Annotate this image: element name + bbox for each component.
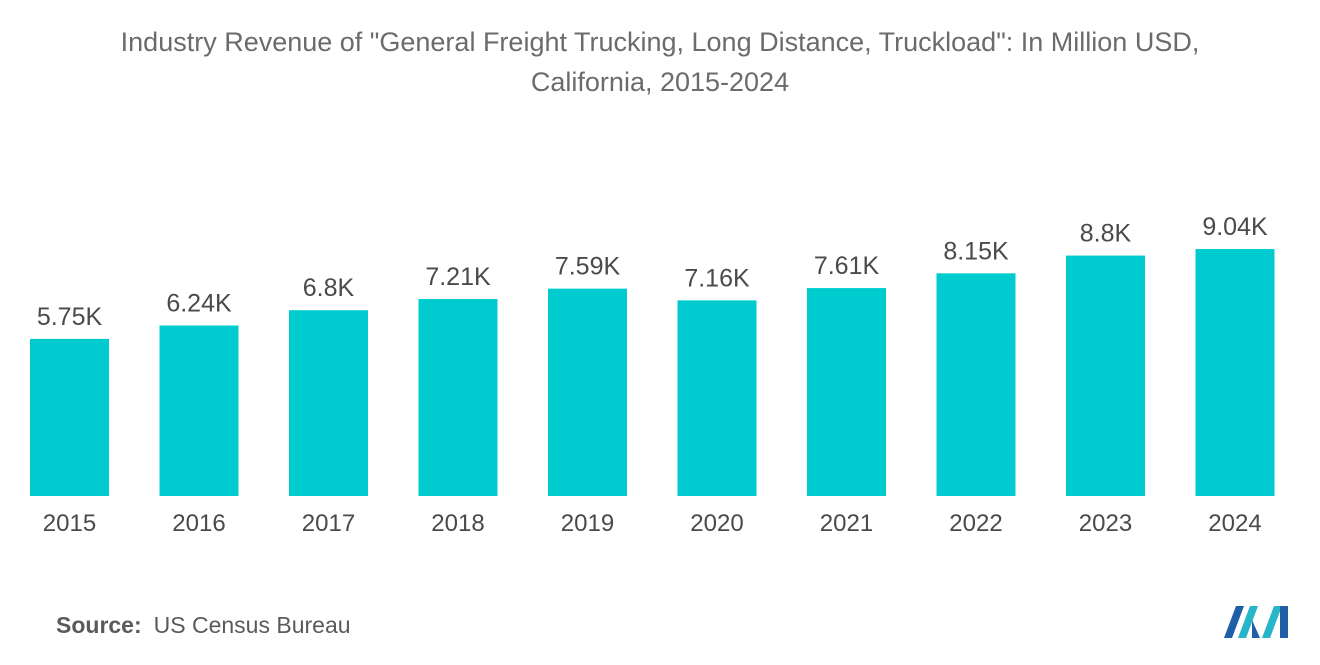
x-tick-label-2024: 2024 <box>1208 510 1261 537</box>
bar-chart: 5.75K 2015 6.24K 2016 6.8K 2017 7.21K 2018 7.59K… <box>30 213 1275 537</box>
x-tick-label-2020: 2020 <box>690 510 743 537</box>
source-label: Source: <box>56 612 142 638</box>
source-value: US Census Bureau <box>153 612 351 638</box>
source-note: Source: US Census Bureau <box>56 612 351 639</box>
x-tick-label-2017: 2017 <box>302 510 355 537</box>
data-label-2017: 6.8K <box>303 274 355 302</box>
data-label-2024: 9.04K <box>1202 213 1268 241</box>
mordor-intelligence-logo-icon <box>1224 606 1288 638</box>
chart-title: Industry Revenue of "General Freight Tru… <box>0 22 1320 102</box>
x-tick-label-2016: 2016 <box>172 510 225 537</box>
data-label-2022: 8.15K <box>943 237 1009 265</box>
data-label-2016: 6.24K <box>166 290 232 318</box>
bar-2017 <box>289 310 368 496</box>
x-tick-label-2018: 2018 <box>431 510 484 537</box>
bar-2021 <box>807 288 886 496</box>
chart-title-line-2: California, 2015-2024 <box>530 67 790 97</box>
bar-2020 <box>677 300 757 496</box>
bar-2024 <box>1195 249 1275 496</box>
x-tick-label-2021: 2021 <box>820 510 873 537</box>
data-label-2015: 5.75K <box>37 303 103 331</box>
x-tick-label-2019: 2019 <box>561 510 614 537</box>
x-tick-label-2023: 2023 <box>1079 510 1132 537</box>
bar-2022 <box>936 273 1016 496</box>
x-tick-label-2022: 2022 <box>949 510 1002 537</box>
bar-2015 <box>30 338 109 496</box>
bar-2018 <box>418 299 498 496</box>
x-tick-label-2015: 2015 <box>43 510 96 537</box>
data-label-2020: 7.16K <box>684 264 750 292</box>
bar-2023 <box>1066 255 1145 496</box>
bar-2016 <box>159 325 239 496</box>
data-label-2021: 7.61K <box>814 252 880 280</box>
data-label-2019: 7.59K <box>555 253 621 281</box>
bar-2019 <box>548 288 627 496</box>
data-label-2018: 7.21K <box>425 263 491 291</box>
chart-title-line-1: Industry Revenue of "General Freight Tru… <box>120 27 1200 57</box>
data-label-2023: 8.8K <box>1080 220 1132 248</box>
